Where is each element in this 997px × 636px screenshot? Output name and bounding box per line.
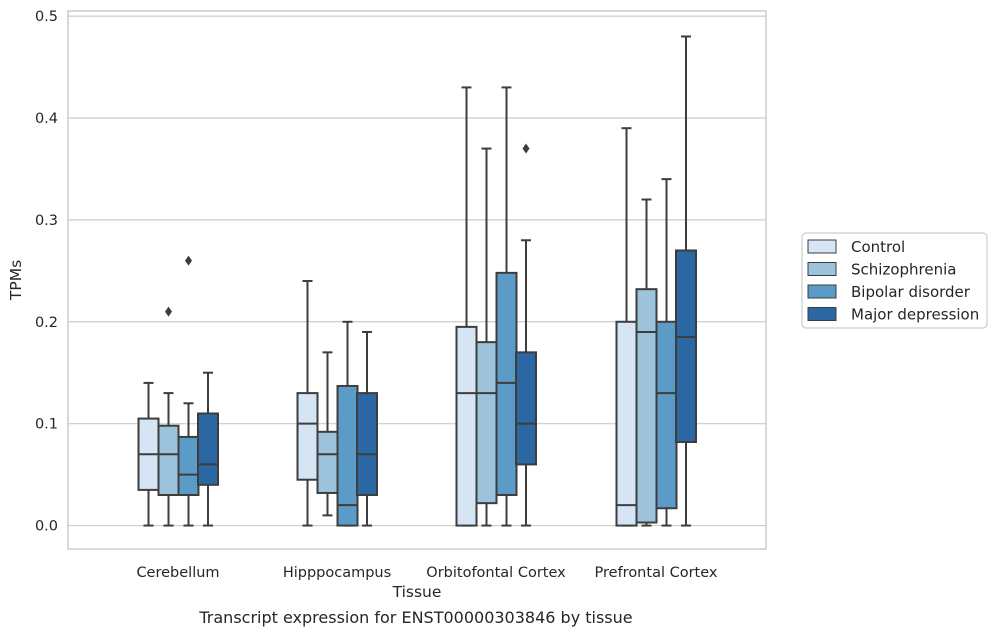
iqr-box bbox=[615, 320, 638, 527]
legend-entry: Bipolar disorder bbox=[851, 283, 971, 301]
box-2-1 bbox=[475, 147, 498, 527]
box-0-0 bbox=[137, 381, 160, 527]
y-tick-label: 0.2 bbox=[35, 315, 58, 331]
legend-swatch bbox=[807, 239, 837, 254]
iqr-box bbox=[177, 435, 200, 496]
outlier-point bbox=[522, 143, 530, 154]
iqr-box bbox=[356, 392, 378, 496]
legend-entry: Control bbox=[851, 238, 905, 256]
legend-swatch bbox=[807, 284, 837, 299]
box-2-3 bbox=[515, 143, 537, 527]
y-tick-label: 0.3 bbox=[35, 213, 58, 229]
y-axis-label: TPMs bbox=[7, 260, 25, 301]
x-tick-label: Hipppocampus bbox=[283, 565, 391, 581]
x-axis-label: Tissue bbox=[392, 583, 442, 601]
x-axis-ticks: Cerebellum Hipppocampus Orbitofontal Corte… bbox=[136, 565, 717, 581]
box-3-0 bbox=[615, 127, 638, 527]
x-tick-label: Cerebellum bbox=[136, 565, 219, 581]
legend-frame bbox=[801, 232, 988, 329]
outlier-point bbox=[165, 306, 172, 317]
iqr-box bbox=[515, 351, 537, 466]
iqr-box bbox=[495, 271, 518, 496]
iqr-box bbox=[197, 412, 219, 486]
box-0-3 bbox=[197, 371, 219, 527]
box-3-3 bbox=[675, 35, 697, 527]
iqr-box bbox=[316, 430, 339, 494]
y-axis-ticks: 0.0 0.1 0.2 0.3 0.4 0.5 bbox=[35, 9, 58, 534]
iqr-box bbox=[635, 288, 658, 524]
y-tick-label: 0.4 bbox=[35, 111, 58, 127]
chart-caption: Transcript expression for ENST0000030384… bbox=[198, 608, 632, 627]
box-3-1 bbox=[635, 198, 658, 527]
legend-entry: Schizophrenia bbox=[851, 261, 956, 279]
iqr-box bbox=[675, 249, 697, 444]
legend-swatch bbox=[807, 262, 837, 276]
box-0-2 bbox=[177, 255, 200, 527]
iqr-box bbox=[475, 341, 498, 505]
y-tick-label: 0.0 bbox=[35, 519, 58, 535]
outlier-point bbox=[185, 255, 192, 266]
plot-frame bbox=[67, 10, 767, 550]
iqr-box bbox=[296, 392, 319, 481]
legend-swatch bbox=[807, 307, 837, 321]
legend: Control Schizophrenia Bipolar disorder Majo… bbox=[801, 232, 988, 329]
box-1-1 bbox=[316, 351, 339, 517]
box-1-3 bbox=[356, 330, 378, 527]
y-tick-label: 0.5 bbox=[35, 9, 58, 25]
x-tick-label: Prefrontal Cortex bbox=[595, 565, 718, 581]
y-tick-label: 0.1 bbox=[35, 417, 58, 433]
iqr-box bbox=[455, 325, 478, 527]
x-tick-label: Orbitofontal Cortex bbox=[426, 565, 566, 581]
legend-entry: Major depression bbox=[851, 306, 979, 324]
iqr-box bbox=[157, 424, 180, 496]
box-groups bbox=[137, 35, 697, 527]
iqr-box bbox=[655, 320, 678, 510]
box-1-2 bbox=[336, 320, 359, 527]
